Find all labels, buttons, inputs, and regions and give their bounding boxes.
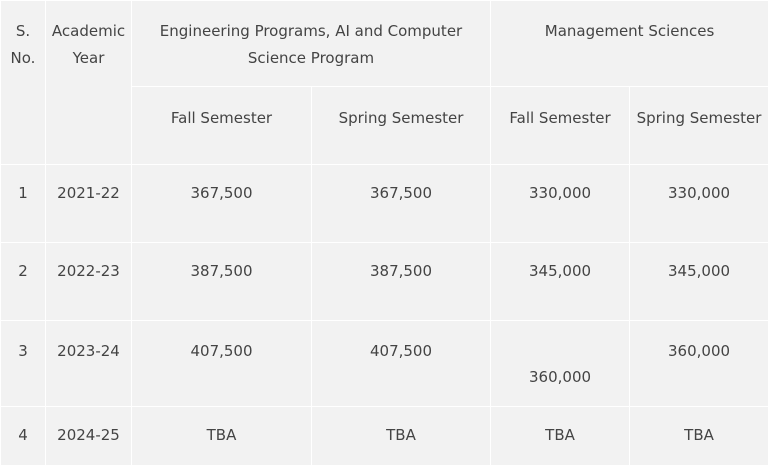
header-management: Management Sciences bbox=[490, 0, 768, 87]
header-eng-fall: Fall Semester bbox=[131, 86, 312, 165]
header-sno: S. No. bbox=[0, 0, 46, 165]
cell-mgmt-spring: 360,000 bbox=[629, 320, 768, 407]
cell-year: 2024-25 bbox=[45, 406, 132, 466]
cell-mgmt-fall: 360,000 bbox=[490, 320, 631, 407]
table-row: 4 2024-25 TBA TBA TBA TBA bbox=[0, 406, 768, 466]
cell-sno: 3 bbox=[0, 320, 46, 407]
cell-year: 2023-24 bbox=[45, 320, 132, 407]
header-academic-year: Academic Year bbox=[45, 0, 132, 165]
header-mgmt-fall: Fall Semester bbox=[490, 86, 631, 165]
header-mgmt-spring: Spring Semester bbox=[629, 86, 768, 165]
header-row-groups: S. No. Academic Year Engineering Program… bbox=[0, 0, 768, 165]
cell-year: 2022-23 bbox=[45, 242, 132, 321]
cell-sno: 2 bbox=[0, 242, 46, 321]
cell-mgmt-spring: 345,000 bbox=[629, 242, 768, 321]
cell-mgmt-fall: TBA bbox=[490, 406, 631, 466]
cell-eng-fall: 407,500 bbox=[131, 320, 312, 407]
cell-mgmt-spring: 330,000 bbox=[629, 164, 768, 243]
cell-eng-fall: TBA bbox=[131, 406, 312, 466]
table-row: 3 2023-24 407,500 407,500 360,000 360,00… bbox=[0, 320, 768, 407]
table-row: 2 2022-23 387,500 387,500 345,000 345,00… bbox=[0, 242, 768, 321]
cell-eng-spring: 407,500 bbox=[310, 320, 492, 407]
cell-sno: 4 bbox=[0, 406, 46, 466]
header-eng-spring: Spring Semester bbox=[310, 86, 492, 165]
header-engineering: Engineering Programs, AI and Computer Sc… bbox=[130, 0, 492, 87]
cell-eng-fall: 387,500 bbox=[131, 242, 312, 321]
cell-eng-spring: 387,500 bbox=[310, 242, 492, 321]
cell-mgmt-fall: 330,000 bbox=[490, 164, 631, 243]
cell-mgmt-spring: TBA bbox=[629, 406, 768, 466]
cell-eng-spring: 367,500 bbox=[310, 164, 492, 243]
cell-sno: 1 bbox=[0, 164, 46, 243]
cell-year: 2021-22 bbox=[45, 164, 132, 243]
table-row: 1 2021-22 367,500 367,500 330,000 330,00… bbox=[0, 164, 768, 243]
cell-mgmt-fall: 345,000 bbox=[490, 242, 631, 321]
header-row-semesters: Fall Semester Spring Semester Fall Semes… bbox=[1, 86, 768, 165]
cell-eng-spring: TBA bbox=[310, 406, 492, 466]
cell-eng-fall: 367,500 bbox=[131, 164, 312, 243]
